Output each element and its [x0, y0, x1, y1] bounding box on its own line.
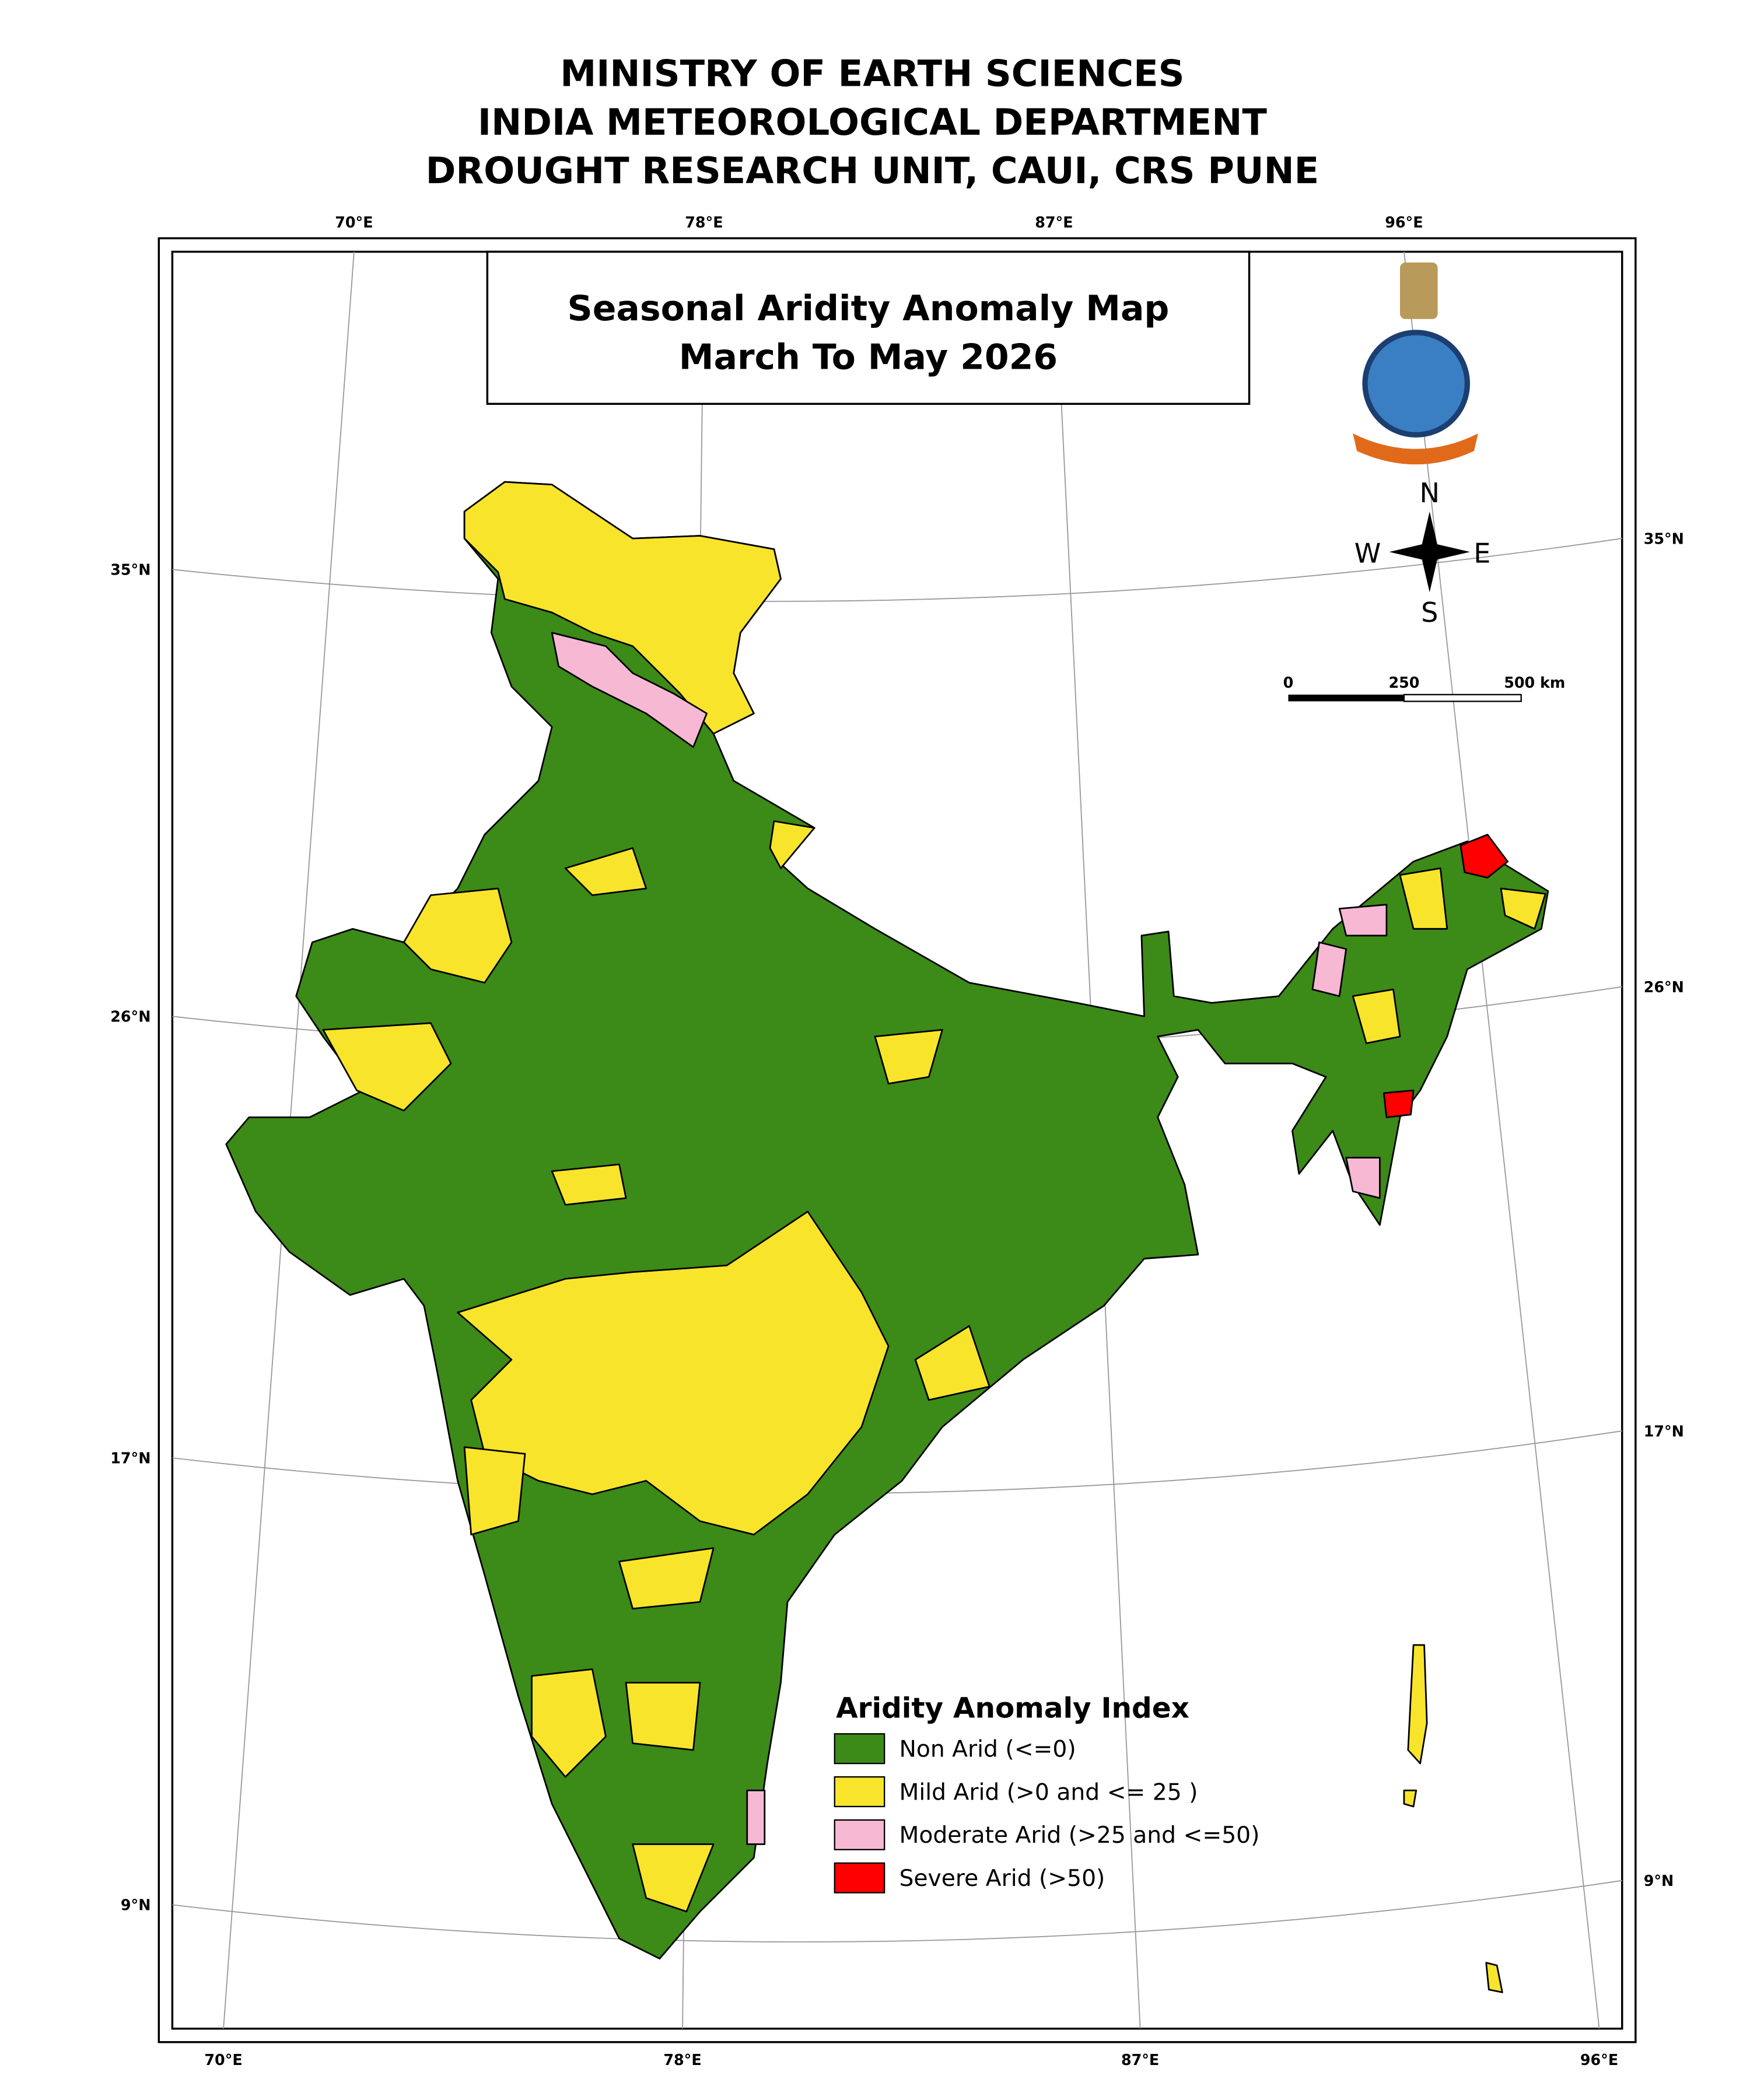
region-mild-arid: [1500, 887, 1546, 930]
region-non-arid: [225, 481, 1549, 1960]
bottom-label: 87°E: [1121, 2051, 1159, 2068]
region-mild-arid: [618, 1547, 715, 1610]
scale-segment: [1288, 694, 1404, 702]
top-label: 70°E: [335, 214, 373, 231]
island: [1407, 1644, 1428, 1765]
scale-segment: [1403, 694, 1522, 702]
legend-label: Non Arid (<=0): [900, 1737, 1076, 1763]
bottom-label: 96°E: [1580, 2051, 1618, 2068]
region-mild-arid: [463, 481, 782, 735]
region-mild-arid: [564, 847, 648, 896]
scale-label: 250: [1388, 674, 1419, 691]
parallel: [172, 1430, 1622, 1494]
compass-e: E: [1474, 538, 1490, 569]
right-label: 26°N: [1644, 978, 1684, 996]
left-label: 26°N: [110, 1008, 150, 1026]
logo-disc: [1362, 330, 1470, 438]
region-mild-arid: [1352, 988, 1401, 1044]
legend-swatch: [834, 1819, 886, 1850]
region-mild-arid: [463, 1446, 526, 1536]
compass-n: N: [1420, 477, 1440, 509]
region-mild-arid: [531, 1668, 607, 1778]
region-mild-arid: [914, 1325, 991, 1401]
island: [1485, 1962, 1503, 1993]
legend-swatch: [834, 1862, 886, 1894]
top-label: 96°E: [1385, 214, 1423, 231]
legend: Aridity Anomaly Index Non Arid (<=0) Mil…: [834, 1692, 1260, 1894]
left-label: 35°N: [110, 561, 150, 578]
top-label: 78°E: [685, 214, 723, 231]
imd-logo: [1353, 262, 1478, 465]
legend-label: Mild Arid (>0 and <= 25 ): [900, 1779, 1198, 1805]
map-regions: [225, 481, 1549, 1993]
left-label: 17°N: [110, 1449, 150, 1466]
map-subtitle: March To May 2026: [679, 337, 1058, 377]
region-moderate-arid: [1345, 1157, 1381, 1199]
scale-label: 0: [1283, 674, 1294, 691]
compass-s: S: [1421, 597, 1438, 628]
scale-label: 500 km: [1504, 674, 1565, 691]
header-line: DROUGHT RESEARCH UNIT, CAUI, CRS PUNE: [426, 149, 1320, 192]
region-mild-arid: [1399, 867, 1448, 930]
top-label: 87°E: [1035, 214, 1073, 231]
parallel: [172, 1880, 1622, 1943]
header-line: INDIA METEOROLOGICAL DEPARTMENT: [478, 101, 1267, 144]
region-severe-arid: [1460, 834, 1508, 878]
emblem: [1400, 262, 1438, 319]
region-moderate-arid: [1311, 941, 1348, 998]
region-mild-arid: [769, 820, 816, 869]
right-label: 35°N: [1644, 530, 1684, 547]
legend-swatch: [834, 1733, 886, 1765]
outer-frame: [158, 237, 1637, 2043]
bottom-label: 70°E: [204, 2051, 242, 2068]
map-title: Seasonal Aridity Anomaly Map: [568, 288, 1170, 329]
bottom-label: 78°E: [663, 2051, 701, 2068]
left-label: 9°N: [121, 1896, 151, 1914]
scale-bar: 0 250 500 km: [1283, 674, 1565, 702]
legend-label: Severe Arid (>50): [900, 1866, 1105, 1892]
legend-swatch: [834, 1776, 886, 1808]
region-mild-arid: [874, 1028, 943, 1085]
parallel: [172, 538, 1622, 602]
region-mild-arid: [625, 1682, 701, 1751]
title-box: [486, 250, 1251, 405]
region-mild-arid: [322, 1022, 452, 1112]
legend-label: Moderate Arid (>25 and <=50): [900, 1822, 1260, 1849]
legend-title: Aridity Anomaly Index: [836, 1692, 1189, 1725]
region-moderate-arid: [746, 1789, 766, 1845]
compass-w: W: [1354, 538, 1381, 569]
header-line: MINISTRY OF EARTH SCIENCES: [560, 52, 1184, 95]
region-mild-arid: [632, 1843, 715, 1913]
region-severe-arid: [1382, 1089, 1415, 1118]
region-mild-arid: [402, 887, 513, 984]
region-mild-arid: [457, 1210, 890, 1536]
region-moderate-arid: [551, 632, 708, 748]
region-moderate-arid: [1338, 904, 1388, 937]
region-mild-arid: [551, 1163, 627, 1206]
right-label: 9°N: [1644, 1872, 1674, 1889]
island: [1403, 1789, 1418, 1808]
graticule-labels: 70°E 78°E 87°E 96°E 70°E 78°E 87°E 96°E …: [110, 214, 1684, 2068]
logo-ribbon: [1353, 433, 1478, 465]
right-label: 17°N: [1644, 1422, 1684, 1440]
